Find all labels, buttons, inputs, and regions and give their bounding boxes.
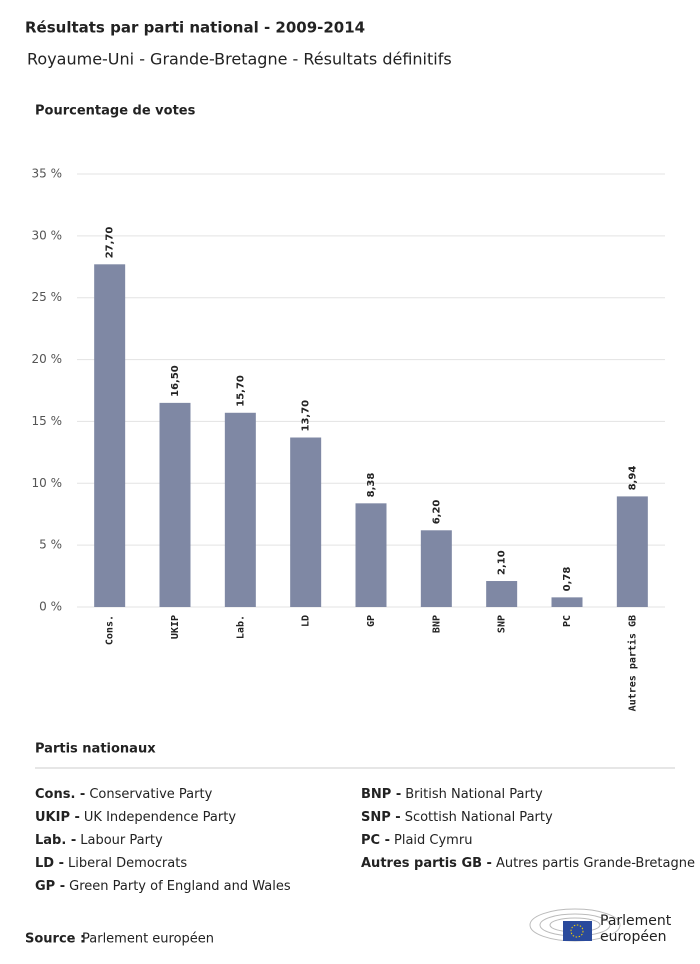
source-label: Source : — [25, 932, 85, 947]
bar — [355, 503, 387, 607]
y-tick-label: 0 % — [39, 600, 62, 614]
legend-entry: Cons. - Conservative Party — [35, 787, 213, 802]
y-tick-label: 35 % — [32, 167, 63, 181]
logo-text: Parlement — [600, 913, 672, 929]
x-tick-label: SNP — [497, 615, 508, 633]
bar — [290, 437, 322, 607]
value-label: 6,20 — [431, 500, 442, 525]
value-label: 16,50 — [170, 365, 181, 397]
source: Parlement européen — [82, 932, 214, 947]
legend-name: Autres partis Grande-Bretagne — [496, 856, 695, 871]
value-label: 8,38 — [366, 473, 377, 498]
chart-subtitle: Royaume-Uni - Grande-Bretagne - Résultat… — [27, 50, 452, 69]
legend-name: UK Independence Party — [84, 810, 236, 825]
x-tick-label: GP — [366, 615, 377, 627]
value-label: 2,10 — [497, 550, 508, 575]
legend-name: Liberal Democrats — [68, 856, 187, 871]
x-tick-label: LD — [301, 615, 312, 627]
y-tick-label: 10 % — [32, 476, 63, 490]
y-tick-label: 5 % — [39, 538, 62, 552]
legend-entry: UKIP - UK Independence Party — [35, 810, 236, 825]
bar — [420, 530, 452, 607]
legend-abbr: Lab. - — [35, 833, 76, 848]
x-tick-label: Autres partis GB — [626, 615, 638, 711]
value-label: 8,94 — [627, 466, 638, 491]
y-axis-label: Pourcentage de votes — [35, 104, 196, 119]
legend-entry: Lab. - Labour Party — [35, 833, 163, 848]
logo — [529, 908, 621, 942]
legend-abbr: PC - — [361, 833, 390, 848]
legend-name: British National Party — [405, 787, 543, 802]
legend-entry: SNP - Scottish National Party — [361, 810, 553, 825]
legend-name: Labour Party — [80, 833, 163, 848]
value-label: 15,70 — [235, 375, 246, 407]
legend-name: Green Party of England and Wales — [69, 879, 291, 894]
legend-abbr: Autres partis GB - — [361, 856, 492, 871]
x-tick-label: Lab. — [235, 615, 246, 639]
legend-abbr: UKIP - — [35, 810, 80, 825]
x-tick-label: PC — [562, 615, 573, 627]
value-label: 13,70 — [301, 400, 312, 432]
legend-name: Plaid Cymru — [394, 833, 472, 848]
legend-abbr: Cons. - — [35, 787, 85, 802]
bar — [616, 496, 648, 607]
bar — [224, 412, 256, 607]
logo-text: européen — [600, 929, 667, 945]
bar — [551, 597, 583, 607]
x-tick-label: BNP — [431, 615, 442, 633]
legend-title: Partis nationaux — [35, 742, 156, 757]
legend-abbr: LD - — [35, 856, 64, 871]
bar — [159, 402, 191, 607]
legend-abbr: SNP - — [361, 810, 401, 825]
legend-abbr: GP - — [35, 879, 65, 894]
value-label: 0,78 — [562, 567, 573, 592]
y-tick-label: 25 % — [32, 290, 63, 304]
bar — [486, 581, 518, 607]
chart-title: Résultats par parti national - 2009-2014 — [25, 19, 365, 37]
x-tick-label: Cons. — [105, 615, 116, 645]
legend-entry: PC - Plaid Cymru — [361, 833, 472, 848]
y-tick-label: 20 % — [32, 352, 63, 366]
legend-abbr: BNP - — [361, 787, 401, 802]
legend-name: Conservative Party — [89, 787, 212, 802]
legend-entry: LD - Liberal Democrats — [35, 856, 187, 871]
x-tick-label: UKIP — [170, 615, 181, 639]
legend-entry: BNP - British National Party — [361, 787, 543, 802]
bar — [94, 264, 126, 607]
value-label: 27,70 — [105, 227, 116, 259]
legend-entry: GP - Green Party of England and Wales — [35, 879, 291, 894]
legend-entry: Autres partis GB - Autres partis Grande-B… — [361, 856, 695, 871]
y-tick-label: 15 % — [32, 414, 63, 428]
y-tick-label: 30 % — [32, 228, 63, 242]
legend-name: Scottish National Party — [405, 810, 553, 825]
